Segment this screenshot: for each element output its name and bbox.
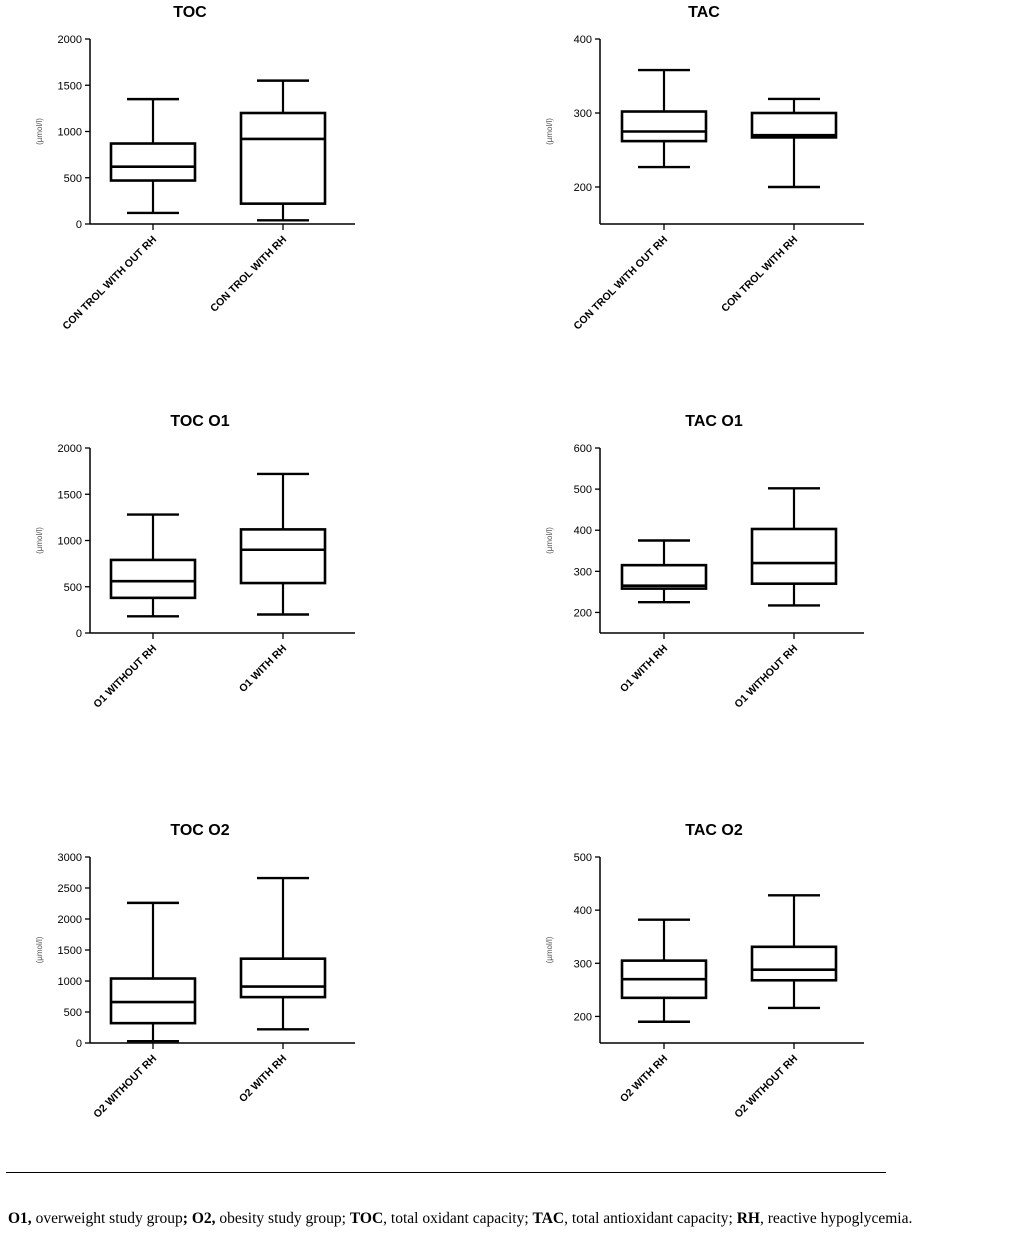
- category-label: O2 WITH RH: [237, 1053, 289, 1105]
- chart-title: TAC: [688, 4, 720, 21]
- box-plot: [750, 97, 838, 189]
- iqr-box: [239, 957, 327, 999]
- box-plot: [750, 487, 838, 607]
- caption-segment: O1,: [8, 1210, 32, 1227]
- chart-panel: TOC O2 0 500 1000 1500 2000 2500 3000 (µmol/l) O2…: [35, 822, 355, 1121]
- chart-title: TAC O1: [685, 413, 743, 430]
- y-tick-label: 300: [574, 958, 592, 970]
- iqr-box: [750, 111, 838, 139]
- box-plot: [750, 894, 838, 1010]
- chart-panel: TAC O2 200 300 400 500 (µmol/l) O2 WITH RH O2 W…: [545, 822, 864, 1121]
- y-tick-label: 3000: [58, 852, 82, 864]
- y-tick-label: 200: [574, 1011, 592, 1023]
- y-tick-label: 1500: [58, 489, 82, 501]
- caption-segment: , total antioxidant capacity;: [564, 1210, 737, 1227]
- y-tick-label: 600: [574, 443, 592, 455]
- chart-title: TOC O2: [170, 822, 229, 839]
- box-plot: [109, 97, 197, 215]
- category-label: O2 WITHOUT RH: [732, 1053, 800, 1121]
- iqr-box: [109, 558, 197, 600]
- category-label: O1 WITH RH: [618, 643, 670, 695]
- iqr-box: [620, 110, 708, 143]
- y-tick-label: 2500: [58, 883, 82, 895]
- category-label: CON TROL WITH RH: [719, 234, 800, 315]
- y-tick-label: 2000: [58, 914, 82, 926]
- category-label: CON TROL WITH OUT RH: [60, 234, 159, 333]
- y-tick-label: 2000: [58, 443, 82, 455]
- y-tick-label: 300: [574, 108, 592, 120]
- y-tick-label: 500: [64, 173, 82, 185]
- y-tick-label: 500: [64, 582, 82, 594]
- chart-panel: TAC 200 300 400 (µmol/l) CON TROL WITH OUT RH…: [545, 4, 864, 332]
- box-plot: [620, 68, 708, 169]
- y-axis-label: (µmol/l): [35, 118, 44, 145]
- box-plot: [620, 918, 708, 1023]
- y-tick-label: 1500: [58, 945, 82, 957]
- y-axis-label: (µmol/l): [35, 936, 44, 963]
- chart-panel: TOC 0 500 1000 1500 2000 (µmol/l) CON TROL WITH…: [35, 4, 355, 332]
- chart-panel: TAC O1 200 300 400 500 600 (µmol/l) O1 WITH RH O…: [545, 413, 864, 711]
- iqr-box: [239, 111, 327, 205]
- y-axis-label: (µmol/l): [545, 118, 554, 145]
- category-label: CON TROL WITH RH: [208, 234, 289, 315]
- y-tick-label: 1000: [58, 536, 82, 548]
- caption-segment: obesity study group;: [215, 1210, 350, 1227]
- iqr-box: [239, 528, 327, 585]
- box-plot: [620, 539, 708, 604]
- y-tick-label: 500: [574, 852, 592, 864]
- y-tick-label: 1500: [58, 80, 82, 92]
- category-label: O1 WITH RH: [237, 643, 289, 695]
- chart-title: TOC O1: [170, 413, 229, 430]
- box-plot: [239, 876, 327, 1031]
- caption-segment: , total oxidant capacity;: [383, 1210, 533, 1227]
- y-axis-label: (µmol/l): [545, 527, 554, 554]
- figure-caption: O1, overweight study group; O2, obesity …: [8, 1208, 1008, 1229]
- caption-segment: TOC: [349, 1210, 384, 1227]
- caption-segment: ; O2,: [182, 1210, 216, 1227]
- y-tick-label: 400: [574, 34, 592, 46]
- y-tick-label: 300: [574, 566, 592, 578]
- y-axis-label: (µmol/l): [35, 527, 44, 554]
- y-tick-label: 1000: [58, 976, 82, 988]
- chart-title: TOC: [173, 4, 207, 21]
- caption-segment: RH: [736, 1210, 760, 1227]
- y-tick-label: 200: [574, 607, 592, 619]
- iqr-box: [750, 527, 838, 585]
- iqr-box: [109, 142, 197, 182]
- category-label: O1 WITHOUT RH: [732, 643, 800, 711]
- iqr-box: [750, 945, 838, 982]
- caption-separator: [6, 1172, 886, 1173]
- y-tick-label: 400: [574, 905, 592, 917]
- y-axis-label: (µmol/l): [545, 936, 554, 963]
- y-tick-label: 2000: [58, 34, 82, 46]
- category-label: CON TROL WITH OUT RH: [571, 234, 670, 333]
- iqr-box: [620, 563, 708, 590]
- box-plot: [239, 472, 327, 616]
- y-tick-label: 200: [574, 182, 592, 194]
- y-tick-label: 0: [76, 219, 82, 231]
- box-plot: [239, 79, 327, 222]
- caption-segment: TAC: [532, 1210, 565, 1227]
- chart-title: TAC O2: [685, 822, 743, 839]
- y-tick-label: 500: [574, 484, 592, 496]
- caption-segment: overweight study group: [31, 1210, 183, 1227]
- category-label: O2 WITHOUT RH: [91, 1053, 159, 1121]
- y-tick-label: 400: [574, 525, 592, 537]
- category-label: O1 WITHOUT RH: [91, 643, 159, 711]
- y-tick-label: 0: [76, 1038, 82, 1050]
- chart-panel: TOC O1 0 500 1000 1500 2000 (µmol/l) O1 WITHOUT…: [35, 413, 355, 711]
- y-tick-label: 500: [64, 1007, 82, 1019]
- category-label: O2 WITH RH: [618, 1053, 670, 1105]
- box-plot: [109, 901, 197, 1043]
- caption-segment: , reactive hypoglycemia.: [759, 1210, 913, 1227]
- box-plot: [109, 513, 197, 618]
- y-tick-label: 1000: [58, 127, 82, 139]
- y-tick-label: 0: [76, 628, 82, 640]
